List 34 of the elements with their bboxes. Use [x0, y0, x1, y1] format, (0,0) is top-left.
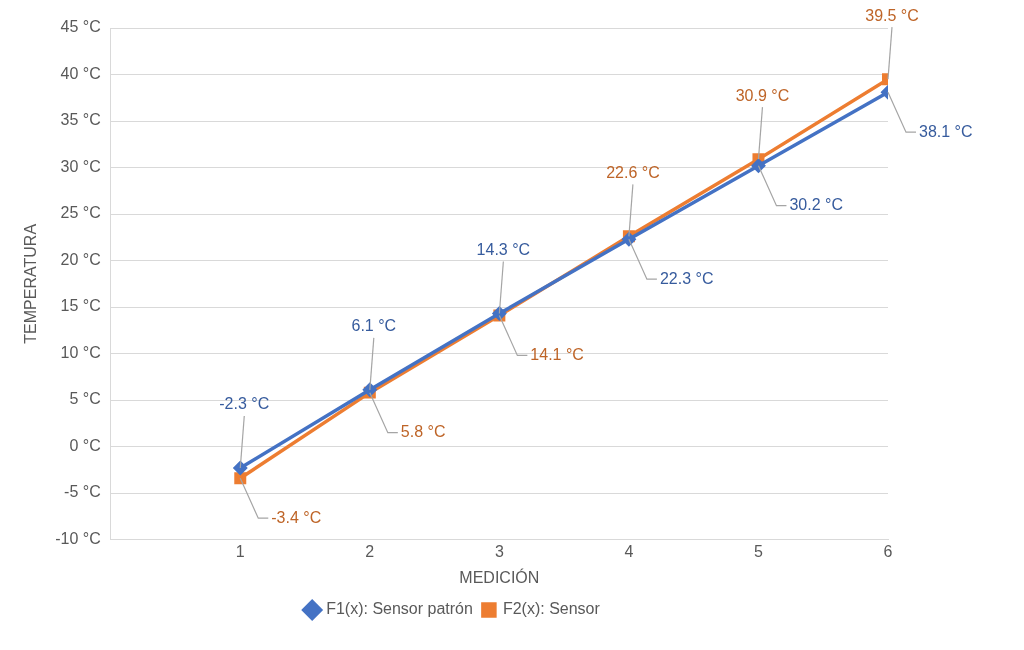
x-tick-label: 6 [883, 542, 893, 560]
y-axis-title: TEMPERATURA [22, 223, 40, 344]
legend-label: F2(x): Sensor [502, 600, 601, 618]
y-tick-label: 45 °C [60, 18, 101, 36]
y-tick-label: 35 °C [60, 111, 101, 129]
data-label: -2.3 °C [219, 395, 270, 413]
x-tick-label: 4 [624, 542, 634, 560]
y-tick-label: -5 °C [64, 483, 101, 501]
y-tick-label: 30 °C [60, 157, 101, 175]
data-label: 22.6 °C [606, 163, 660, 181]
x-tick-label: 2 [365, 542, 375, 560]
data-label: 14.1 °C [530, 345, 584, 363]
y-tick-label: 0 °C [69, 436, 101, 454]
data-label: 22.3 °C [659, 269, 714, 287]
data-label: 14.3 °C [476, 240, 531, 258]
x-tick-label: 3 [494, 542, 504, 560]
legend-label: F1(x): Sensor patrón [326, 600, 473, 618]
data-label: 39.5 °C [865, 6, 919, 24]
y-tick-label: -10 °C [55, 530, 101, 548]
data-label: 30.9 °C [735, 86, 790, 104]
y-tick-label: 25 °C [60, 204, 101, 222]
y-tick-label: 15 °C [60, 297, 101, 315]
x-tick-label: 1 [235, 542, 245, 560]
data-label: 38.1 °C [919, 122, 973, 140]
data-label: 30.2 °C [789, 196, 843, 214]
data-label: -3.4 °C [271, 508, 322, 526]
x-tick-label: 5 [754, 542, 763, 560]
y-tick-label: 10 °C [60, 343, 101, 361]
data-label: 5.8 °C [400, 423, 446, 441]
x-axis-title: MEDICIÓN [459, 567, 540, 586]
data-label: 6.1 °C [351, 317, 397, 335]
y-tick-label: 40 °C [60, 64, 101, 82]
y-tick-label: 5 °C [69, 390, 101, 408]
y-tick-label: 20 °C [60, 250, 101, 268]
